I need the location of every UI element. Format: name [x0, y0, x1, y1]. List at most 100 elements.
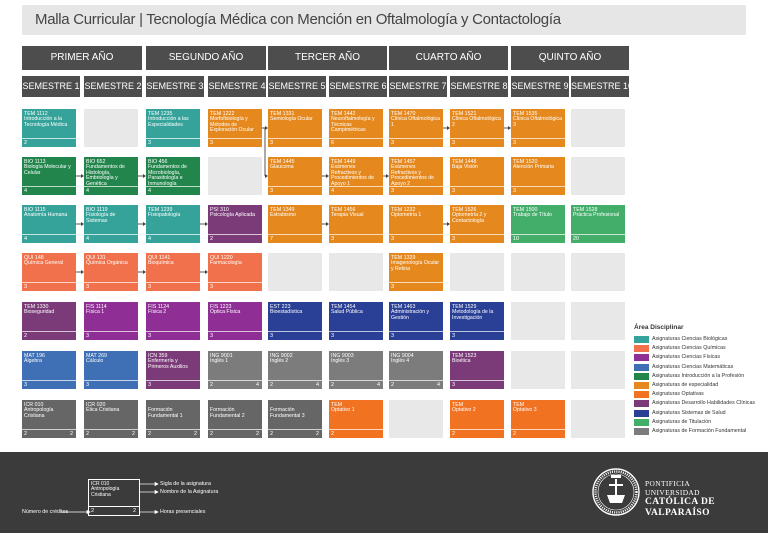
course-box[interactable]: FIS 1223 Óptica Física 3: [208, 302, 262, 340]
course-box[interactable]: FIS 1124 Física 2 3: [146, 302, 200, 340]
semester-header: SEMESTRE 7: [389, 76, 447, 97]
course-box[interactable]: TEM Optativo 3 2: [511, 400, 565, 438]
course-box[interactable]: TEM 1349 Estrabismo 7: [268, 205, 322, 243]
course-box[interactable]: MAT 196 Álgebra 3: [22, 351, 76, 389]
prerequisite-arrow: [262, 127, 268, 178]
legend-swatch: [634, 391, 649, 399]
course-box[interactable]: MAT 269 Cálculo 3: [84, 351, 138, 389]
course-code: TEM 1456: [331, 207, 356, 213]
course-box[interactable]: BIO 652 Fundamentos de Histología, Embrio…: [84, 157, 138, 195]
prerequisite-arrow: [383, 174, 389, 178]
course-box[interactable]: Formación Fundamental 3 2 2: [268, 400, 322, 438]
course-code: ICN 359: [148, 353, 168, 359]
course-box[interactable]: TEM 1442 Neuroftalmología y Técnicas Camp…: [329, 109, 383, 147]
empty-slot: [208, 157, 262, 195]
course-hours: 2: [255, 431, 259, 437]
course-credits: 3: [24, 382, 28, 388]
year-header: TERCER AÑO: [268, 46, 387, 70]
course-box[interactable]: TEM 1330 Bioseguridad 2: [22, 302, 76, 340]
course-box[interactable]: EST 223 Bioestadística 3: [268, 302, 322, 340]
course-name: Bioestadística: [270, 309, 303, 315]
course-box[interactable]: TEM 1239 Fisiopatología 4: [146, 205, 200, 243]
course-box[interactable]: QUI 1220 Farmacología 3: [208, 253, 262, 291]
legend-swatch: [634, 372, 649, 380]
course-box[interactable]: TEM 1457 Exámenes Refractivos y Procedimi…: [389, 157, 443, 195]
course-box[interactable]: TEM 1445 Glaucoma 3: [268, 157, 322, 195]
course-box[interactable]: ICR 010 Antropología Cristiana 2 2: [22, 400, 76, 438]
course-credits: 3: [148, 333, 152, 339]
course-box[interactable]: TEM 1454 Salud Pública 3: [329, 302, 383, 340]
course-code: TEM 1442: [331, 111, 356, 117]
course-box[interactable]: TEM Optativo 2 2: [450, 400, 504, 438]
course-box[interactable]: ICR 020 Ética Cristiana 2 2: [84, 400, 138, 438]
course-credits: 2: [24, 431, 28, 437]
course-name: Física 2: [148, 309, 167, 315]
course-credits: 3: [270, 140, 274, 146]
course-box[interactable]: TEM 1331 Semiología Ocular 3: [268, 109, 322, 147]
course-name: Optativo 3: [513, 407, 537, 413]
course-box[interactable]: TEM 1526 Optometría 2 y Contactología 3: [450, 205, 504, 243]
course-credits: 2: [24, 140, 28, 146]
course-box[interactable]: ING 9004 Inglés 4 2 4: [389, 351, 443, 389]
course-box[interactable]: TEM 1463 Administración y Gestión 3: [389, 302, 443, 340]
course-box[interactable]: ING 9003 Inglés 3 2 4: [329, 351, 383, 389]
course-box[interactable]: TEM 1456 Terapia Visual 3: [329, 205, 383, 243]
course-box[interactable]: Formación Fundamental 1 2 2: [146, 400, 200, 438]
course-box[interactable]: TEM 1523 Bioética 3: [450, 351, 504, 389]
example-credits: 2: [91, 508, 95, 514]
course-box[interactable]: TEM 1529 Metodología de la Investigación 3: [450, 302, 504, 340]
course-box[interactable]: BIO 1113 Biología Molecular y Celular 4: [22, 157, 76, 195]
logo-line-1: PONTIFICIA: [645, 479, 691, 488]
course-box[interactable]: TEM 1500 Trabajo de Título 10: [511, 205, 565, 243]
university-seal-icon: [592, 468, 640, 516]
course-box[interactable]: BIO 456 Fundamentos de Microbiología, Par…: [146, 157, 200, 195]
course-credits: 3: [331, 333, 335, 339]
course-name: Introducción a las Especialidades: [148, 116, 189, 128]
course-box[interactable]: TEM 1521 Clínica Oftalmológica 2 3: [450, 109, 504, 147]
course-box[interactable]: Formación Fundamental 2 2 2: [208, 400, 262, 438]
legend-label: Asignaturas Ciencias Químicas: [652, 345, 726, 352]
course-box[interactable]: ING 9001 Inglés 1 2 4: [208, 351, 262, 389]
course-box[interactable]: QUI 148 Química General 3: [22, 253, 76, 291]
course-credits: 4: [86, 236, 90, 242]
course-credits: 3: [391, 236, 395, 242]
course-box[interactable]: TEM 1232 Optometría 1 3: [389, 205, 443, 243]
course-credits: 3: [270, 188, 274, 194]
course-box[interactable]: TEM 1470 Clínica Oftalmológica 1 3: [389, 109, 443, 147]
course-code: TEM 1330: [24, 304, 49, 310]
course-box[interactable]: FIS 1114 Física 1 3: [84, 302, 138, 340]
course-box[interactable]: TEM 1329 Imagenología Ocular y Retina 3: [389, 253, 443, 291]
course-box[interactable]: BIO 1115 Anatomía Humana 4: [22, 205, 76, 243]
course-box[interactable]: TEM Optativo 1 2: [329, 400, 383, 438]
prerequisite-arrow: [504, 126, 511, 130]
course-name: Enfermería y Primeros Auxilios: [148, 358, 188, 370]
course-hours: 4: [315, 382, 319, 388]
course-code: QUI 148: [24, 255, 44, 261]
course-box[interactable]: BIO 1119 Fisiología de Sistemas 4: [84, 205, 138, 243]
course-box[interactable]: TEM 1535 Clínica Oftalmológica 3 3: [511, 109, 565, 147]
course-name: Atención Primaria: [513, 164, 554, 170]
course-box[interactable]: QUI 1141 Bioquímica 3: [146, 253, 200, 291]
course-box[interactable]: ING 9002 Inglés 2 2 4: [268, 351, 322, 389]
course-code: TEM 1520: [513, 159, 538, 165]
course-credits: 3: [452, 382, 456, 388]
course-name: Optativo 2: [452, 407, 476, 413]
course-name: Optometría 1: [391, 212, 422, 218]
course-box[interactable]: TEM 1112 Introducción a la Tecnología Méd…: [22, 109, 76, 147]
course-credits: 2: [513, 431, 517, 437]
course-box[interactable]: ICN 359 Enfermería y Primeros Auxilios 3: [146, 351, 200, 389]
course-box[interactable]: TEM 1235 Introducción a las Especialidade…: [146, 109, 200, 147]
course-box[interactable]: TEM 1528 Práctica Profesional 20: [571, 205, 625, 243]
course-box[interactable]: PSI 310 Psicología Aplicada 2: [208, 205, 262, 243]
course-name: Semiología Ocular: [270, 116, 313, 122]
course-credits: 3: [148, 284, 152, 290]
prerequisite-arrow: [200, 222, 208, 226]
course-box[interactable]: TEM 1449 Exámenes Refractivos y Procedimi…: [329, 157, 383, 195]
empty-slot: [268, 253, 322, 291]
course-box[interactable]: TEM 1222 Morfofisiología y Métodos de Exp…: [208, 109, 262, 147]
course-box[interactable]: TEM 1448 Baja Visión 3: [450, 157, 504, 195]
course-box[interactable]: TEM 1520 Atención Primaria 3: [511, 157, 565, 195]
course-box[interactable]: QUI 131 Química Orgánica 3: [84, 253, 138, 291]
course-credits: 2: [270, 382, 274, 388]
